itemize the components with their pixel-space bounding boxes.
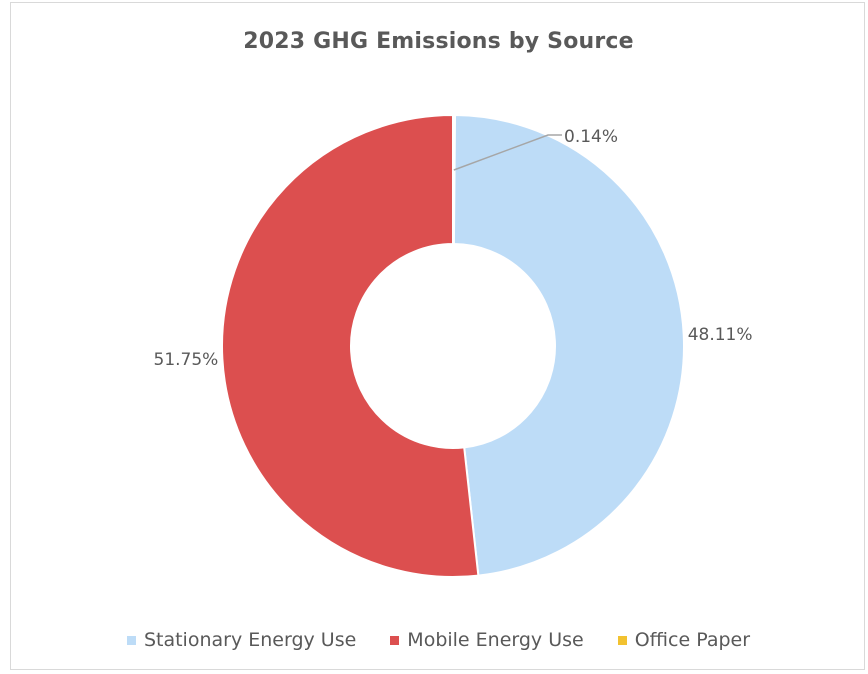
data-label-mobile-energy-use: 51.75%	[154, 350, 219, 370]
legend-swatch-office-paper	[617, 635, 627, 645]
legend-item-stationary: Stationary Energy Use	[126, 629, 357, 651]
leader-line-office-paper	[453, 134, 562, 171]
legend-item-mobile: Mobile Energy Use	[390, 629, 584, 651]
data-label-stationary-energy-use: 48.11%	[688, 325, 753, 345]
donut-data-labels: 0.14% 48.11% 51.75%	[154, 127, 753, 370]
data-label-office-paper: 0.14%	[564, 127, 618, 147]
legend-label-office-paper: Office Paper	[634, 629, 751, 651]
donut-slice-mobile-energy-use	[221, 113, 480, 578]
legend-label-mobile: Mobile Energy Use	[407, 629, 584, 651]
donut-slices	[221, 113, 685, 578]
chart-legend: Stationary Energy Use Mobile Energy Use …	[11, 629, 866, 651]
legend-swatch-stationary	[126, 635, 136, 645]
legend-label-stationary: Stationary Energy Use	[143, 629, 357, 651]
donut-slice-stationary-energy-use	[452, 113, 685, 577]
chart-title: 2023 GHG Emissions by Source	[243, 29, 634, 54]
legend-swatch-mobile	[390, 635, 400, 645]
legend-item-office-paper: Office Paper	[617, 629, 751, 651]
